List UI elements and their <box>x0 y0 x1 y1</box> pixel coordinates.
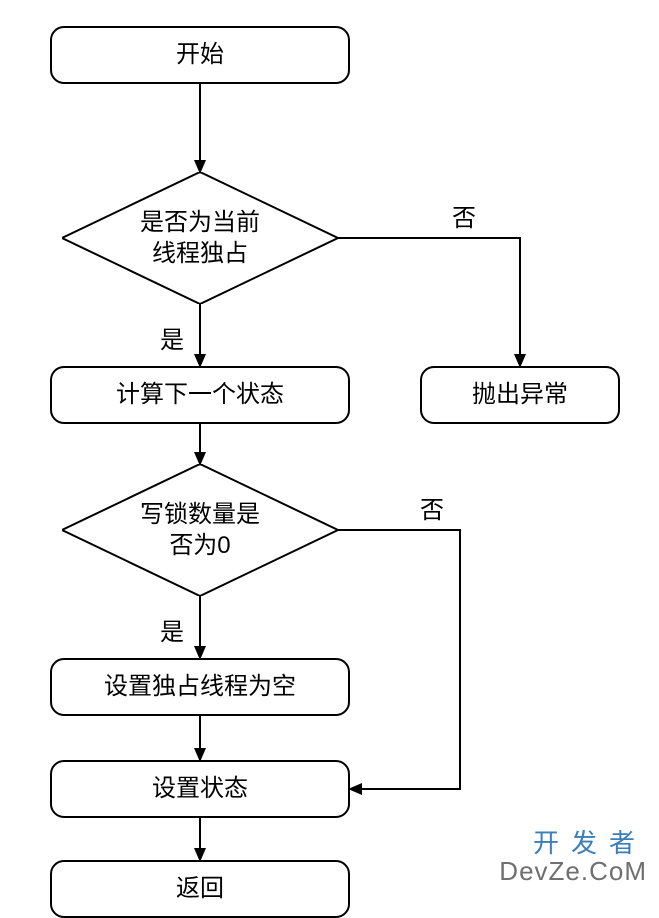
watermark-line2: DevZe.CoM <box>499 858 647 885</box>
node-label: 抛出异常 <box>472 379 568 410</box>
node-label: 开始 <box>176 39 224 70</box>
watermark-line1: 开发者 <box>499 830 647 857</box>
flow-node-throw: 抛出异常 <box>420 366 620 424</box>
flow-node-start: 开始 <box>50 26 350 84</box>
diamond-shape <box>62 172 338 304</box>
node-label: 计算下一个状态 <box>116 379 284 410</box>
node-label: 设置独占线程为空 <box>104 671 296 702</box>
flow-node-decision-2: 写锁数量是否为0 <box>62 464 338 596</box>
edge-label-yes-2: 是 <box>160 612 184 647</box>
diamond-shape <box>62 464 338 596</box>
edge-d2-setstate <box>338 530 460 789</box>
flow-node-setnull: 设置独占线程为空 <box>50 658 350 716</box>
flow-node-calc: 计算下一个状态 <box>50 366 350 424</box>
node-label: 设置状态 <box>152 773 248 804</box>
watermark: 开发者 DevZe.CoM <box>499 830 647 885</box>
flow-node-setstate: 设置状态 <box>50 760 350 818</box>
edge-d1-throw <box>338 238 520 366</box>
edge-label-yes-1: 是 <box>160 320 184 355</box>
edge-label-no-1: 否 <box>452 198 476 233</box>
flow-node-decision-1: 是否为当前线程独占 <box>62 172 338 304</box>
edge-label-no-2: 否 <box>420 490 444 525</box>
flow-node-return: 返回 <box>50 860 350 918</box>
node-label: 返回 <box>176 873 224 904</box>
